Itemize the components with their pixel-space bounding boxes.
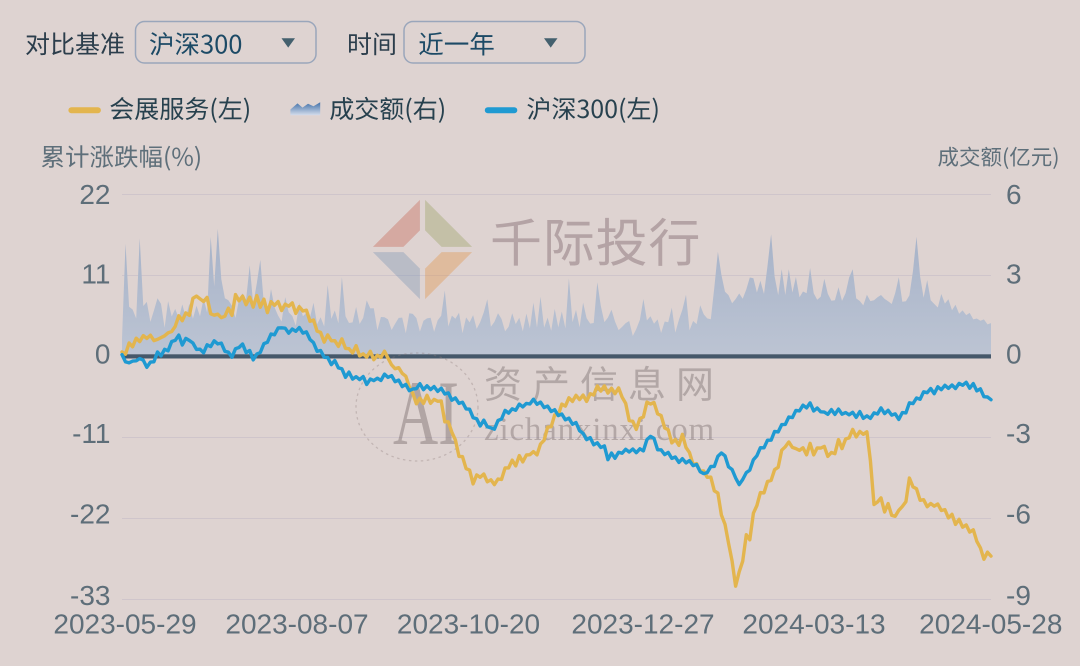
svg-text:2024-03-13: 2024-03-13: [742, 608, 885, 639]
svg-text:2023-08-07: 2023-08-07: [225, 608, 368, 639]
svg-text:-6: -6: [1006, 499, 1031, 530]
svg-text:-33: -33: [70, 580, 110, 611]
svg-text:-3: -3: [1006, 418, 1031, 449]
svg-text:22: 22: [79, 179, 110, 210]
svg-text:-11: -11: [72, 418, 110, 449]
svg-text:11: 11: [81, 259, 110, 290]
svg-text:3: 3: [1006, 259, 1022, 290]
svg-text:2023-12-27: 2023-12-27: [571, 608, 714, 639]
svg-text:0: 0: [95, 338, 111, 369]
svg-text:2024-05-28: 2024-05-28: [919, 608, 1062, 639]
svg-text:2023-05-29: 2023-05-29: [53, 608, 196, 639]
svg-text:0: 0: [1006, 338, 1022, 369]
svg-text:-22: -22: [70, 499, 110, 530]
svg-text:AI: AI: [393, 363, 459, 465]
svg-text:2023-10-20: 2023-10-20: [397, 608, 540, 639]
svg-text:-9: -9: [1006, 580, 1031, 611]
svg-text:6: 6: [1006, 179, 1022, 210]
